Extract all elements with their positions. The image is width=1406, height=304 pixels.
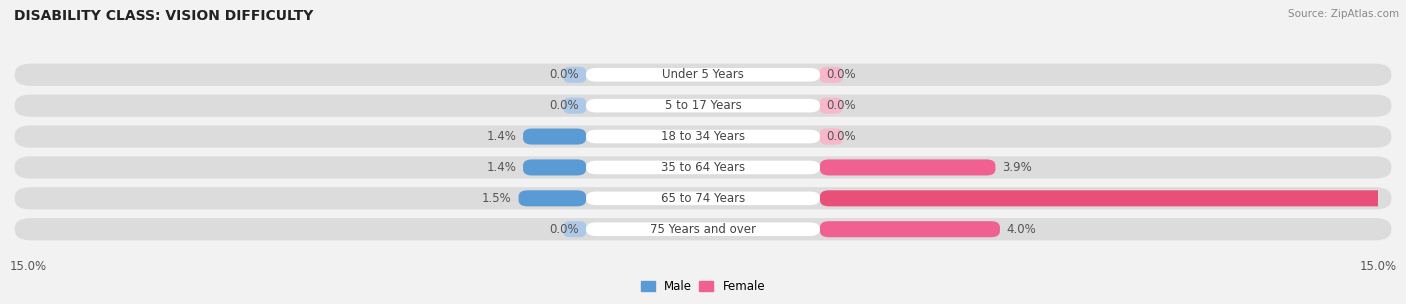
FancyBboxPatch shape: [14, 95, 1392, 117]
FancyBboxPatch shape: [523, 159, 586, 175]
FancyBboxPatch shape: [586, 99, 820, 112]
Text: 1.4%: 1.4%: [486, 130, 516, 143]
FancyBboxPatch shape: [14, 187, 1392, 209]
FancyBboxPatch shape: [14, 156, 1392, 178]
FancyBboxPatch shape: [586, 223, 820, 236]
FancyBboxPatch shape: [820, 190, 1406, 206]
FancyBboxPatch shape: [564, 98, 586, 114]
Text: 0.0%: 0.0%: [827, 68, 856, 81]
Text: 35 to 64 Years: 35 to 64 Years: [661, 161, 745, 174]
Text: 0.0%: 0.0%: [550, 223, 579, 236]
Text: 0.0%: 0.0%: [550, 99, 579, 112]
FancyBboxPatch shape: [14, 64, 1392, 86]
FancyBboxPatch shape: [519, 190, 586, 206]
Text: 1.5%: 1.5%: [482, 192, 512, 205]
Text: 65 to 74 Years: 65 to 74 Years: [661, 192, 745, 205]
Text: Source: ZipAtlas.com: Source: ZipAtlas.com: [1288, 9, 1399, 19]
Text: 18 to 34 Years: 18 to 34 Years: [661, 130, 745, 143]
Text: 0.0%: 0.0%: [550, 68, 579, 81]
Legend: Male, Female: Male, Female: [636, 275, 770, 298]
FancyBboxPatch shape: [820, 159, 995, 175]
FancyBboxPatch shape: [586, 130, 820, 143]
Text: Under 5 Years: Under 5 Years: [662, 68, 744, 81]
Text: 5 to 17 Years: 5 to 17 Years: [665, 99, 741, 112]
FancyBboxPatch shape: [820, 67, 842, 83]
Text: 4.0%: 4.0%: [1007, 223, 1036, 236]
FancyBboxPatch shape: [14, 218, 1392, 240]
Text: 1.4%: 1.4%: [486, 161, 516, 174]
FancyBboxPatch shape: [564, 67, 586, 83]
FancyBboxPatch shape: [14, 126, 1392, 148]
FancyBboxPatch shape: [820, 129, 842, 145]
Text: 0.0%: 0.0%: [827, 99, 856, 112]
FancyBboxPatch shape: [586, 192, 820, 205]
FancyBboxPatch shape: [586, 161, 820, 174]
FancyBboxPatch shape: [586, 68, 820, 81]
FancyBboxPatch shape: [523, 129, 586, 145]
Text: 3.9%: 3.9%: [1002, 161, 1032, 174]
FancyBboxPatch shape: [820, 221, 1000, 237]
Text: 75 Years and over: 75 Years and over: [650, 223, 756, 236]
Text: DISABILITY CLASS: VISION DIFFICULTY: DISABILITY CLASS: VISION DIFFICULTY: [14, 9, 314, 23]
FancyBboxPatch shape: [564, 221, 586, 237]
FancyBboxPatch shape: [820, 98, 842, 114]
Text: 0.0%: 0.0%: [827, 130, 856, 143]
